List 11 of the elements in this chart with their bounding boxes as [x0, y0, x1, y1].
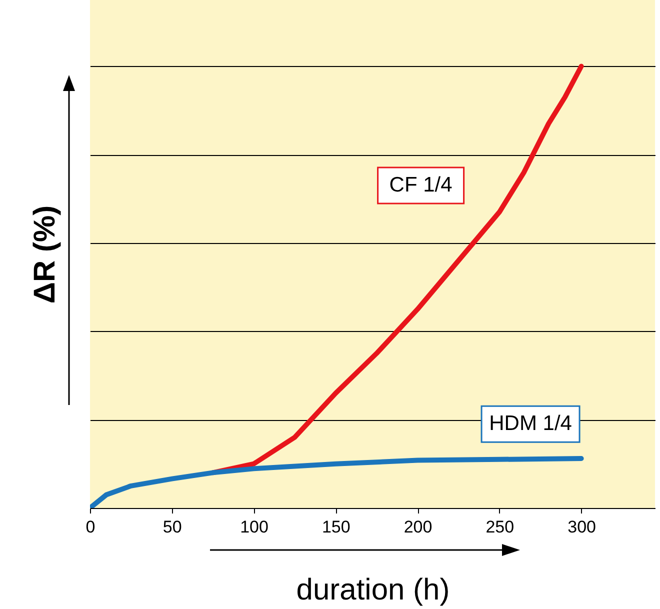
x-axis-title: duration (h)	[296, 574, 450, 606]
text: CF 1/4	[389, 174, 453, 197]
x-tick-label: 200	[404, 518, 432, 536]
series-label: HDM 1/4	[489, 412, 572, 436]
x-tick-label: 150	[322, 518, 350, 536]
x-tick-label: 100	[240, 518, 268, 536]
x-tick-label: 50	[162, 518, 182, 536]
x-tick-label: 250	[486, 518, 514, 536]
x-tick-label: 300	[568, 518, 596, 536]
y-axis-title: ΔR (%)	[28, 205, 62, 304]
x-tick-label: 0	[86, 518, 96, 536]
